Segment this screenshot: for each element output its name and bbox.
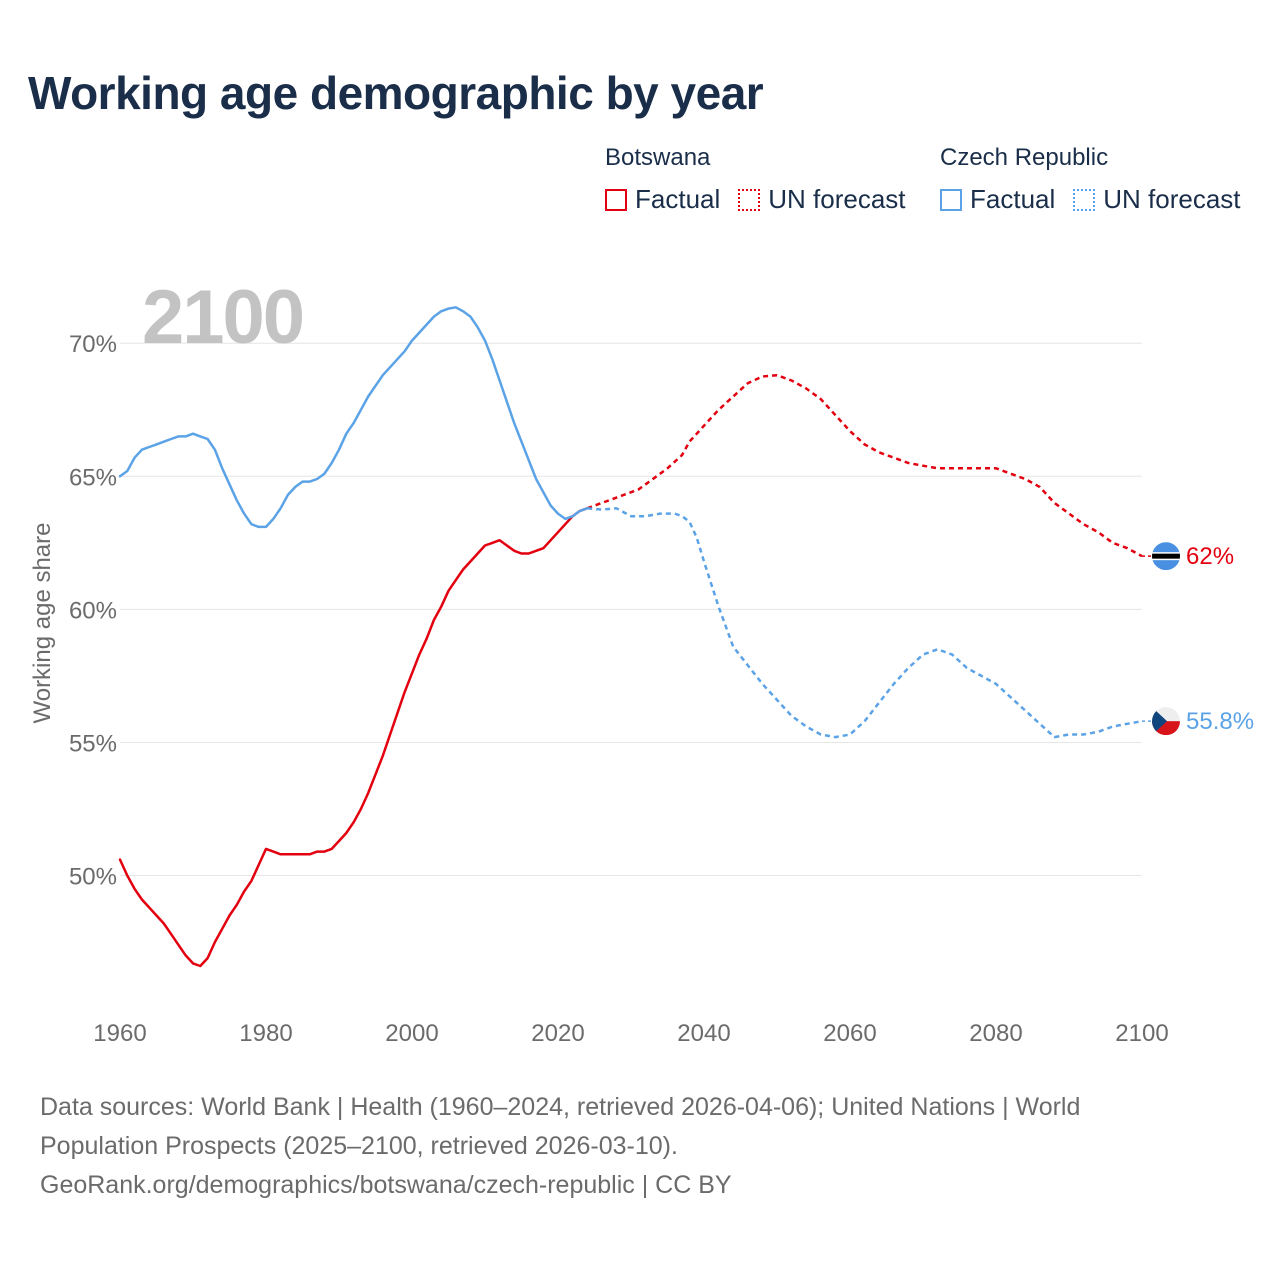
series-line-czech-republic-factual — [118, 306, 589, 529]
botswana-flag-icon — [1152, 542, 1180, 571]
legend-botswana: Botswana Factual UN forecast — [605, 144, 906, 215]
y-tick-label: 50% — [69, 864, 117, 891]
legend-item-czech-factual[interactable]: Factual — [940, 184, 1055, 215]
y-axis-title: Working age share — [29, 523, 56, 724]
y-tick-label: 60% — [69, 597, 117, 624]
series-line-czech-republic-forecast — [587, 507, 1143, 739]
legend-swatch-solid — [940, 188, 962, 211]
x-tick-label: 2080 — [969, 1020, 1022, 1047]
x-tick-label: 2020 — [531, 1020, 584, 1047]
footer-sources: Data sources: World Bank | Health (1960–… — [40, 1088, 1240, 1205]
x-tick-label: 2100 — [1115, 1020, 1168, 1047]
year-watermark: 2100 — [142, 275, 303, 360]
czech-republic-flag-icon — [1152, 707, 1180, 736]
footer-line-1: Data sources: World Bank | Health (1960–… — [40, 1093, 1081, 1121]
legend-label: UN forecast — [768, 184, 906, 214]
x-tick-label: 2000 — [385, 1020, 438, 1047]
x-tick-label: 2060 — [823, 1020, 876, 1047]
legend-item-botswana-forecast[interactable]: UN forecast — [738, 184, 906, 215]
legend-country-botswana: Botswana — [605, 144, 711, 171]
end-value-label-czech-republic: 55.8% — [1186, 708, 1254, 735]
legend-czech-republic: Czech Republic Factual UN forecast — [940, 144, 1241, 215]
x-tick-label: 2040 — [677, 1020, 730, 1047]
legend-swatch-dotted — [738, 188, 761, 211]
legend-item-botswana-factual[interactable]: Factual — [605, 184, 720, 215]
series-line-botswana-forecast — [586, 373, 1143, 558]
footer-line-3: GeoRank.org/demographics/botswana/czech-… — [40, 1171, 732, 1199]
legend-swatch-solid — [605, 188, 627, 211]
end-value-label-botswana: 62% — [1186, 543, 1234, 570]
legend-label: UN forecast — [1103, 184, 1241, 214]
legend-country-czech-republic: Czech Republic — [940, 144, 1109, 171]
y-tick-label: 55% — [69, 730, 117, 757]
legend-label: Factual — [970, 184, 1056, 214]
x-tick-label: 1960 — [93, 1020, 146, 1047]
footer-line-2: Population Prospects (2025–2100, retriev… — [40, 1132, 678, 1160]
legend-swatch-dotted — [1073, 188, 1096, 211]
y-tick-label: 70% — [69, 331, 117, 358]
series-line-botswana-factual — [118, 507, 589, 968]
y-tick-label: 65% — [69, 464, 117, 491]
line-chart: 50% 55% 60% 65% 70% 1960 1980 2000 2020 2040 2060 2… — [29, 275, 1254, 1047]
chart-title: Working age demographic by year — [28, 67, 764, 119]
legend-label: Factual — [635, 184, 721, 214]
x-tick-label: 1980 — [239, 1020, 292, 1047]
legend-item-czech-forecast[interactable]: UN forecast — [1073, 184, 1241, 215]
